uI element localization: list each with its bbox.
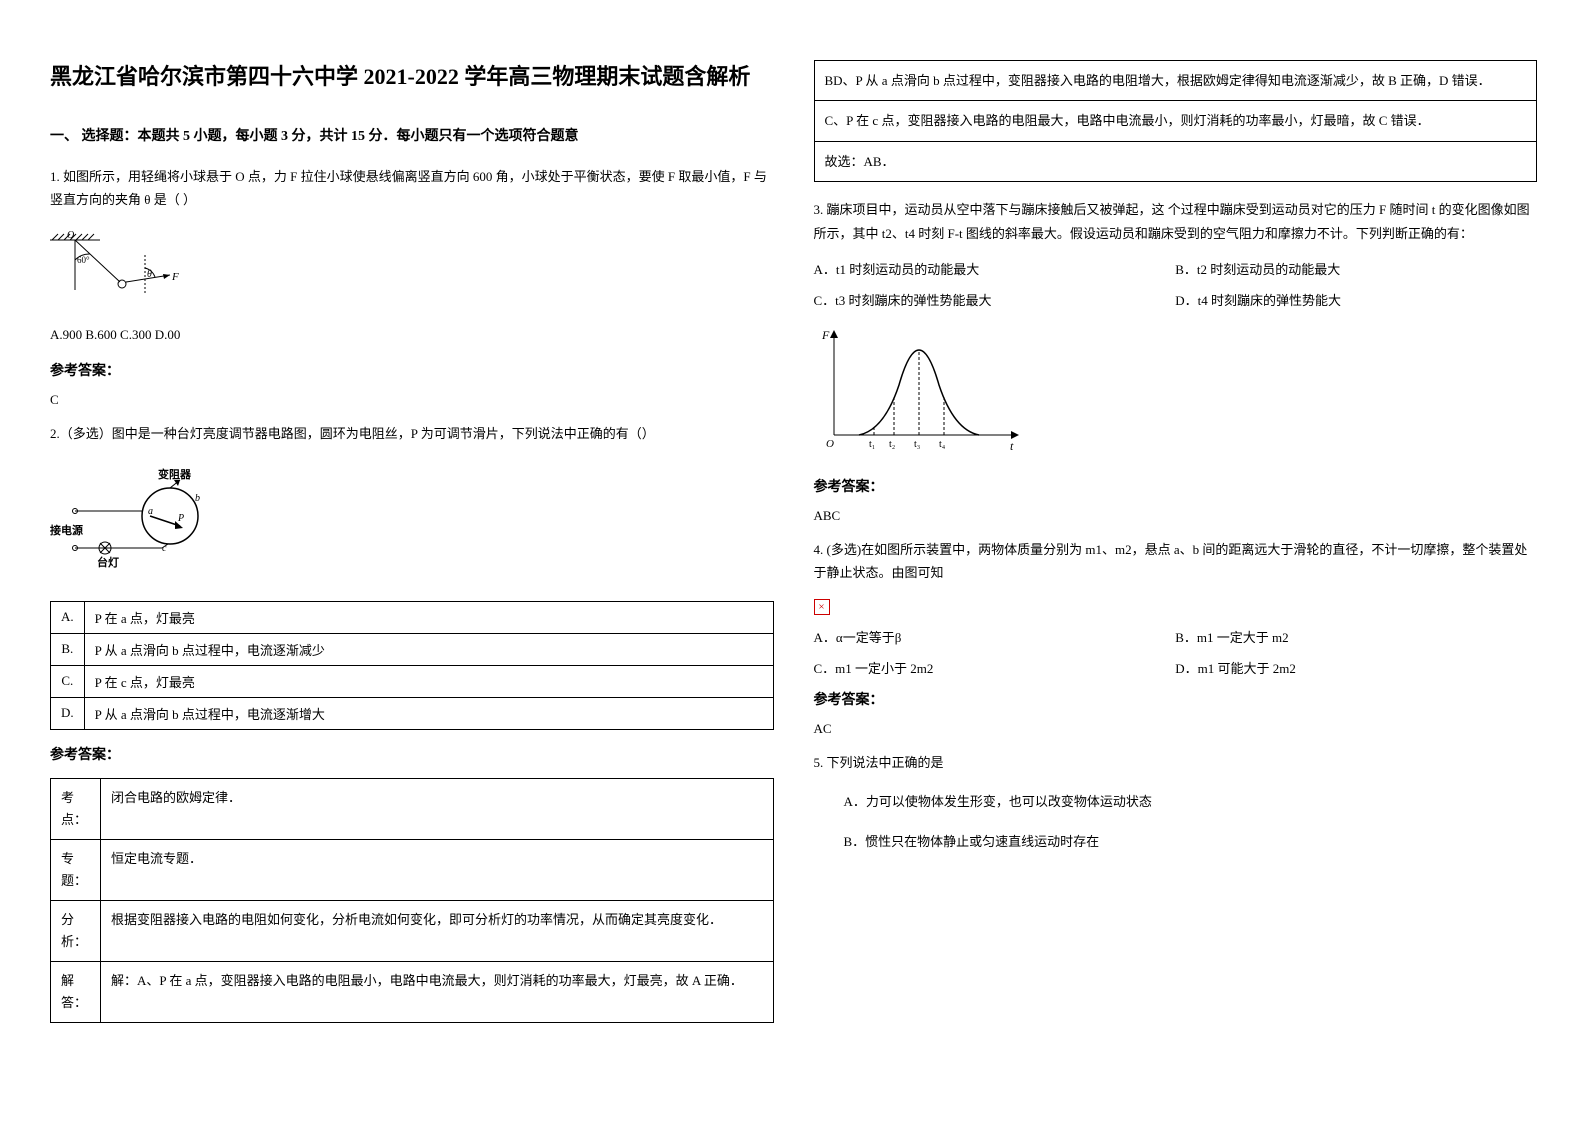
q4-optB: B．m1 一定大于 m2 [1175,627,1537,646]
row-label: 考点： [51,778,101,839]
q2-analysis-table: 考点： 闭合电路的欧姆定律． 专题： 恒定电流专题． 分析： 根据变阻器接入电路… [50,778,774,1024]
q3-optD: D．t4 时刻蹦床的弹性势能大 [1175,290,1537,309]
opt-text: P 从 a 点滑向 b 点过程中，电流逐渐减少 [84,633,773,665]
right-column: BD、P 从 a 点滑向 b 点过程中，变阻器接入电路的电阻增大，根据欧姆定律得… [814,60,1538,1062]
q1-diagram: O 60° θ F [50,230,774,305]
q3-optC: C．t3 时刻蹦床的弹性势能最大 [814,290,1176,309]
q4-options-ab: A．α一定等于β B．m1 一定大于 m2 [814,627,1538,646]
lamp-label: 台灯 [97,555,119,569]
q2-answer-label: 参考答案： [50,744,774,764]
q3-options-ab: A．t1 时刻运动员的动能最大 B．t2 时刻运动员的动能最大 [814,259,1538,278]
x-axis-label: t [1010,439,1014,453]
opt-key: A. [51,601,85,633]
svg-text:t₁: t₁ [869,439,875,450]
svg-text:F: F [171,271,179,283]
table-row: A. P 在 a 点，灯最亮 [51,601,774,633]
q3-optB: B．t2 时刻运动员的动能最大 [1175,259,1537,278]
row-text: 根据变阻器接入电路的电阻如何变化，分析电流如何变化，即可分析灯的功率情况，从而确… [101,900,774,961]
row-label: 分析： [51,900,101,961]
opt-text: P 在 a 点，灯最亮 [84,601,773,633]
q4-options-cd: C．m1 一定小于 2m2 D．m1 可能大于 2m2 [814,658,1538,677]
left-column: 黑龙江省哈尔滨市第四十六中学 2021-2022 学年高三物理期末试题含解析 一… [50,60,774,1062]
svg-text:t₄: t₄ [939,439,946,450]
q3-answer-label: 参考答案： [814,476,1538,496]
table-row: C. P 在 c 点，灯最亮 [51,665,774,697]
q2-circuit: 变阻器 b a P c 接电源 台灯 [50,466,774,581]
q3-graph: F t O t₁ t₂ t₃ t₄ [814,325,1538,460]
table-row: 故选：AB． [814,141,1537,181]
q2-options-table: A. P 在 a 点，灯最亮 B. P 从 a 点滑向 b 点过程中，电流逐渐减… [50,601,774,730]
svg-text:O: O [826,438,834,450]
svg-text:O: O [67,230,74,241]
q2-text: 2.（多选）图中是一种台灯亮度调节器电路图，圆环为电阻丝，P 为可调节滑片，下列… [50,422,774,445]
y-axis-label: F [821,328,830,342]
opt-text: P 从 a 点滑向 b 点过程中，电流逐渐增大 [84,697,773,729]
error-icon: × [814,599,830,615]
q4-optD: D．m1 可能大于 2m2 [1175,658,1537,677]
q5-text: 5. 下列说法中正确的是 [814,751,1538,774]
cell: BD、P 从 a 点滑向 b 点过程中，变阻器接入电路的电阻增大，根据欧姆定律得… [814,61,1537,101]
q4-optA: A．α一定等于β [814,627,1176,646]
svg-text:60°: 60° [77,255,90,265]
section-heading: 一、 选择题：本题共 5 小题，每小题 3 分，共计 15 分．每小题只有一个选… [50,125,774,145]
q3-optA: A．t1 时刻运动员的动能最大 [814,259,1176,278]
cell: 故选：AB． [814,141,1537,181]
table-row: 解答： 解：A、P 在 a 点，变阻器接入电路的电阻最小，电路中电流最大，则灯消… [51,962,774,1023]
svg-text:t₂: t₂ [889,439,895,450]
q4-optC: C．m1 一定小于 2m2 [814,658,1176,677]
q1-options: A.900 B.600 C.300 D.00 [50,323,774,346]
cell: C、P 在 c 点，变阻器接入电路的电阻最大，电路中电流最小，则灯消耗的功率最小… [814,101,1537,141]
svg-text:P: P [177,513,184,524]
table-row: B. P 从 a 点滑向 b 点过程中，电流逐渐减少 [51,633,774,665]
table-row: 专题： 恒定电流专题． [51,839,774,900]
resistor-label: 变阻器 [158,467,192,481]
row-text: 闭合电路的欧姆定律． [101,778,774,839]
q4-answer-label: 参考答案： [814,689,1538,709]
q1-answer-label: 参考答案： [50,360,774,380]
table-row: C、P 在 c 点，变阻器接入电路的电阻最大，电路中电流最小，则灯消耗的功率最小… [814,101,1537,141]
table-row: 分析： 根据变阻器接入电路的电阻如何变化，分析电流如何变化，即可分析灯的功率情况… [51,900,774,961]
q5-optA: A．力可以使物体发生形变，也可以改变物体运动状态 [814,790,1538,813]
q3-text: 3. 蹦床项目中，运动员从空中落下与蹦床接触后又被弹起，这 个过程中蹦床受到运动… [814,198,1538,245]
row-text: 解：A、P 在 a 点，变阻器接入电路的电阻最小，电路中电流最大，则灯消耗的功率… [101,962,774,1023]
q3-answer: ABC [814,508,1538,524]
q3-options-cd: C．t3 时刻蹦床的弹性势能最大 D．t4 时刻蹦床的弹性势能大 [814,290,1538,309]
row-label: 解答： [51,962,101,1023]
table-row: 考点： 闭合电路的欧姆定律． [51,778,774,839]
table-row: D. P 从 a 点滑向 b 点过程中，电流逐渐增大 [51,697,774,729]
svg-text:θ: θ [147,269,152,280]
page-title: 黑龙江省哈尔滨市第四十六中学 2021-2022 学年高三物理期末试题含解析 [50,60,774,93]
row-label: 专题： [51,839,101,900]
q1-answer: C [50,392,774,408]
q4-answer: AC [814,721,1538,737]
q1-text: 1. 如图所示，用轻绳将小球悬于 O 点，力 F 拉住小球使悬线偏离竖直方向 6… [50,165,774,212]
table-row: BD、P 从 a 点滑向 b 点过程中，变阻器接入电路的电阻增大，根据欧姆定律得… [814,61,1537,101]
opt-text: P 在 c 点，灯最亮 [84,665,773,697]
svg-text:t₃: t₃ [914,439,920,450]
svg-text:b: b [195,493,200,504]
row-text: 恒定电流专题． [101,839,774,900]
q2-analysis-continued: BD、P 从 a 点滑向 b 点过程中，变阻器接入电路的电阻增大，根据欧姆定律得… [814,60,1538,182]
q5-optB: B．惯性只在物体静止或匀速直线运动时存在 [814,830,1538,853]
q4-text: 4. (多选)在如图所示装置中，两物体质量分别为 m1、m2，悬点 a、b 间的… [814,538,1538,585]
source-label: 接电源 [50,523,83,537]
svg-text:a: a [148,506,153,517]
opt-key: D. [51,697,85,729]
opt-key: B. [51,633,85,665]
opt-key: C. [51,665,85,697]
